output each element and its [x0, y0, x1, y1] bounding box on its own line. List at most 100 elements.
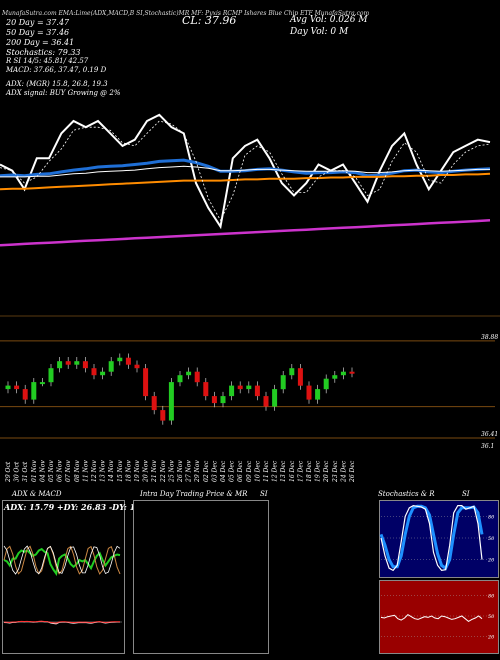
- series-ema200: [0, 172, 491, 191]
- candle-body: [91, 368, 97, 376]
- date-tick-label: 05 Nov: [48, 460, 55, 482]
- candle-body: [220, 396, 226, 404]
- series-close-smoothed: [0, 120, 491, 222]
- date-tick-label: 29 Oct: [5, 461, 12, 483]
- plus-di-line: [3, 545, 121, 575]
- panel-tick-label: 20: [487, 634, 495, 640]
- candle-body: [100, 371, 106, 376]
- candle-body: [151, 396, 157, 411]
- candle-body: [280, 375, 286, 390]
- intra-day-panel: [133, 500, 269, 654]
- candle-body: [211, 396, 217, 404]
- date-tick-label: 12 Dec: [272, 460, 279, 482]
- avg-volume: Avg Vol: 0.026 M: [290, 15, 368, 25]
- date-tick-label: 13 Dec: [280, 460, 287, 482]
- candle-body: [108, 361, 114, 372]
- date-tick-label: 20 Nov: [143, 460, 150, 483]
- ema50-label: 50 Day = 37.46: [6, 28, 70, 37]
- close-label: CL: 37.96: [182, 14, 237, 27]
- candle-body: [48, 368, 54, 383]
- stochastics-label: Stochastics: 79.33: [6, 48, 81, 57]
- candle-body: [65, 361, 71, 365]
- candle-body: [332, 375, 338, 379]
- ema20-label: 20 Day = 37.47: [6, 18, 70, 27]
- header-top-line: MunafaSutra.com EMA:Lime(ADX,MACD,B SI,S…: [2, 10, 370, 17]
- candle-body: [14, 385, 20, 390]
- candle-body: [263, 396, 269, 407]
- date-tick-label: 19 Nov: [134, 460, 141, 482]
- intra-panel-title: Intra Day Trading Price & MR: [140, 490, 248, 498]
- stoch-panel-title: Stochastics & R: [378, 490, 435, 498]
- date-tick-label: 07 Nov: [65, 460, 72, 482]
- date-tick-label: 25 Nov: [168, 460, 175, 483]
- date-tick-label: 11 Dec: [263, 460, 270, 482]
- rsi-label: R SI 14/5: 45.81/ 42.57: [6, 57, 89, 65]
- adx-panel-title: ADX & MACD: [12, 490, 62, 498]
- date-tick-label: 26 Nov: [177, 460, 184, 483]
- candle-body: [125, 357, 131, 365]
- candle-body: [229, 385, 235, 397]
- candle-body: [31, 382, 37, 400]
- panel-tick-label: 50: [488, 536, 495, 542]
- stoch-k-line: [380, 504, 483, 572]
- date-tick-label: 29 Nov: [194, 460, 201, 483]
- date-tick-label: 18 Nov: [125, 460, 132, 482]
- date-tick-label: 24 Dec: [340, 460, 347, 483]
- date-tick-label: 14 Nov: [108, 460, 115, 482]
- adx-values: ADX: 15.79 +DY: 26.83 -DY: 19.51: [4, 502, 155, 512]
- candle-body: [349, 371, 355, 374]
- date-tick-label: 15 Nov: [117, 460, 124, 482]
- date-tick-label: 19 Dec: [315, 460, 322, 482]
- date-tick-label: 16 Dec: [289, 460, 296, 482]
- ema200-label: 200 Day = 36.41: [6, 38, 75, 47]
- date-tick-label: 23 Dec: [332, 460, 339, 483]
- candle-body: [82, 361, 88, 369]
- panel-tick-label: 80: [488, 594, 495, 600]
- rsi-panel: [379, 580, 499, 654]
- candle-body: [254, 385, 260, 397]
- candle-body: [340, 371, 346, 376]
- date-tick-label: 20 Dec: [323, 460, 330, 483]
- candle-body: [177, 375, 183, 383]
- series-close: [0, 113, 491, 230]
- candle-body: [168, 382, 174, 421]
- candle-body: [143, 368, 149, 397]
- candle-body: [39, 382, 45, 385]
- candle-body: [186, 371, 192, 376]
- date-tick-label: 01 Nov: [31, 460, 38, 482]
- date-tick-label: 02 Dec: [203, 460, 210, 482]
- date-tick-label: 06 Nov: [57, 460, 64, 482]
- candle-body: [22, 389, 28, 400]
- date-tick-label: 21 Nov: [151, 460, 158, 483]
- candle-body: [194, 371, 200, 383]
- series-ema50: [0, 165, 490, 178]
- panel-tick-label: 20: [487, 558, 495, 564]
- candle-body: [160, 410, 166, 421]
- candle-body: [203, 382, 209, 397]
- date-tick-label: 03 Dec: [211, 460, 218, 482]
- date-tick-label: 22 Nov: [160, 460, 167, 483]
- candle-body: [5, 385, 11, 390]
- candle-body: [74, 361, 80, 365]
- panel-tick-label: 50: [488, 614, 495, 620]
- candle-body: [237, 385, 243, 390]
- minus-di-line: [3, 545, 121, 575]
- macd-signal-line: [3, 620, 121, 624]
- date-tick-label: 30 Oct: [14, 461, 21, 482]
- date-tick-label: 05 Dec: [229, 460, 236, 482]
- date-tick-label: 04 Dec: [220, 460, 227, 482]
- candle-body: [323, 378, 329, 390]
- date-tick-label: 06 Dec: [237, 460, 244, 482]
- candle-body: [272, 389, 278, 407]
- candle-y-label: 38.88: [481, 334, 498, 341]
- day-volume: Day Vol: 0 M: [290, 27, 349, 37]
- date-tick-label: 04 Nov: [39, 460, 46, 482]
- date-tick-label: 26 Dec: [349, 460, 356, 483]
- candle-body: [297, 368, 303, 386]
- date-tick-label: 27 Nov: [186, 460, 193, 483]
- candle-y-label: 36.41: [481, 431, 498, 438]
- candle-body: [134, 364, 140, 369]
- date-tick-label: 09 Dec: [246, 460, 253, 482]
